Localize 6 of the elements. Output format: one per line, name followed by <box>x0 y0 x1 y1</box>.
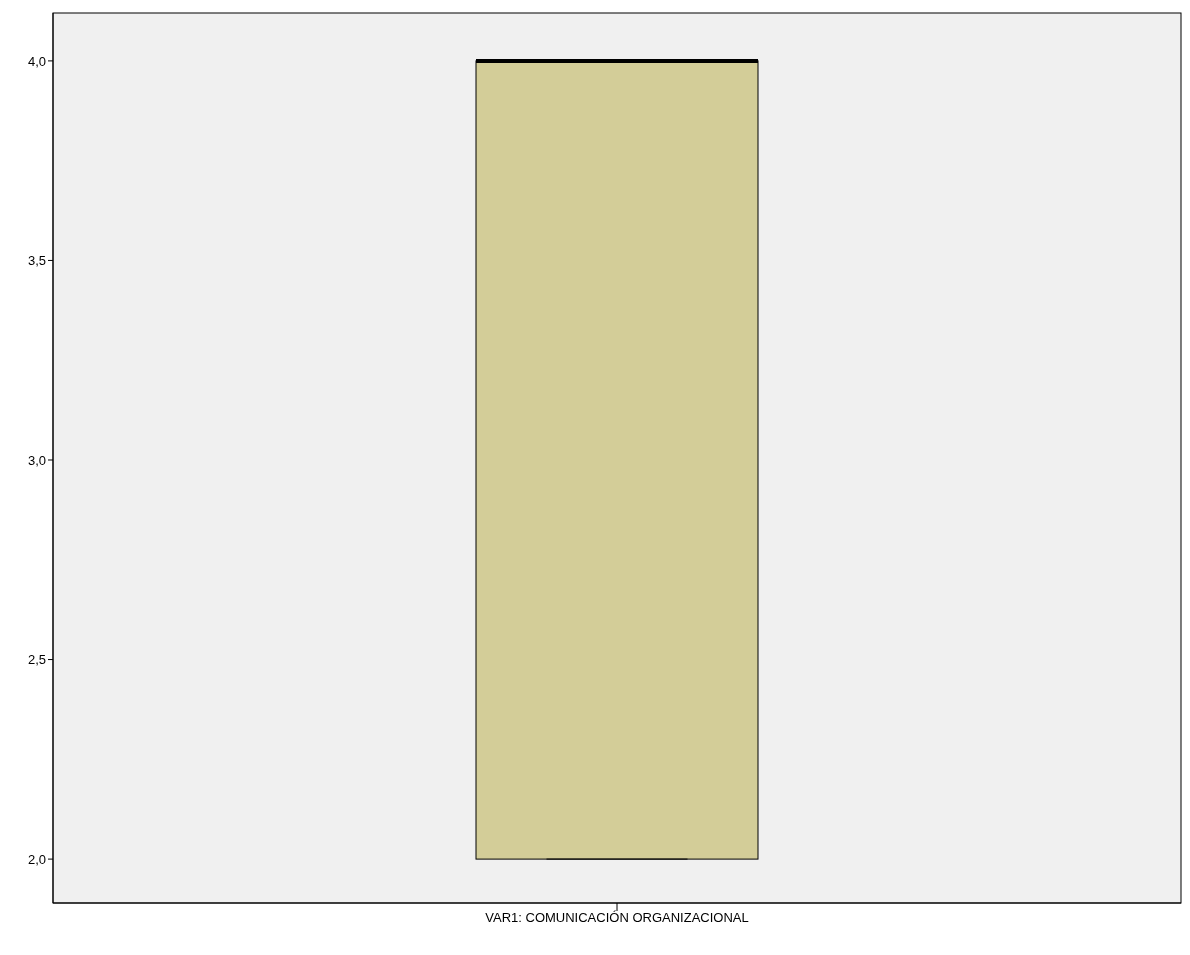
x-tick-label: VAR1: COMUNICACIÓN ORGANIZACIONAL <box>485 910 749 926</box>
y-tick-label: 3,0 <box>27 452 46 468</box>
y-tick-label: 4,0 <box>27 53 46 69</box>
y-tick-label: 2,5 <box>27 652 46 668</box>
y-tick-label: 3,5 <box>27 253 46 269</box>
y-tick-label: 2,0 <box>27 851 46 867</box>
